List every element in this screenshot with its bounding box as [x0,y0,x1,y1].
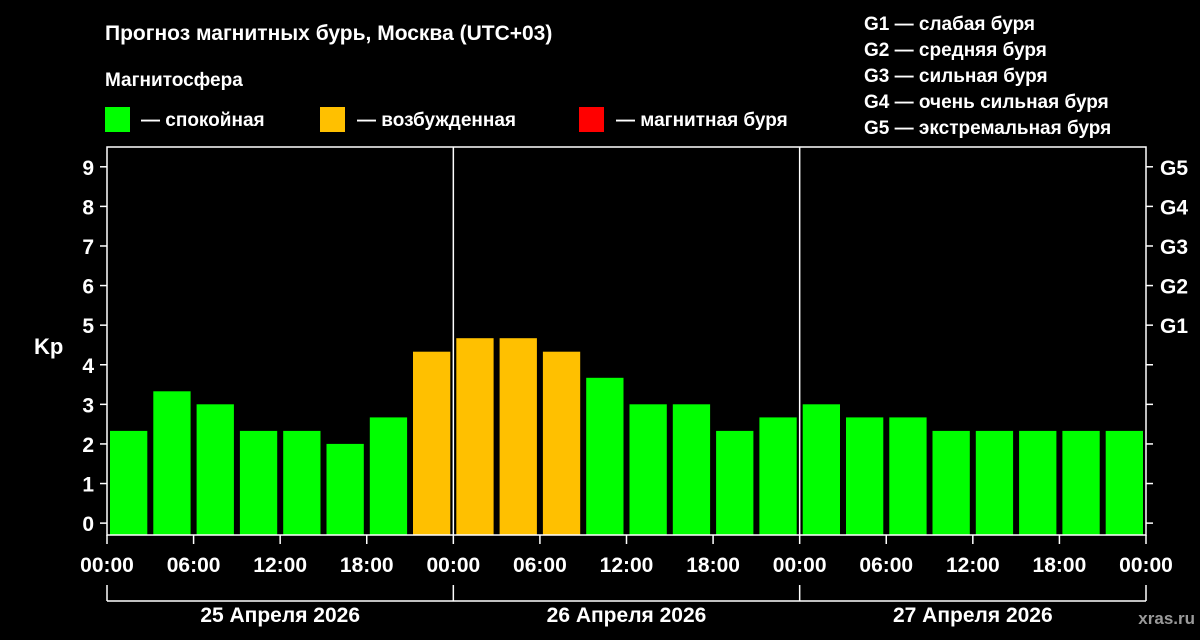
kp-bar [1062,430,1100,535]
kp-bar [932,430,970,535]
right-tick-label: G5 [1160,157,1188,180]
right-tick-label: G2 [1160,276,1188,299]
chart-title: Прогноз магнитных бурь, Москва (UTC+03) [105,22,552,45]
kp-bar [283,430,321,535]
y-tick-label: 4 [82,355,94,378]
y-axis-label: Kp [34,334,63,359]
storm-scale-g4: G4 — очень сильная буря [864,92,1109,113]
x-tick-label: 06:00 [513,554,567,577]
right-axis-ticks: G1 G2 G3 G4 G5 [1146,157,1188,524]
kp-bar [672,404,711,535]
x-tick-label: 18:00 [686,554,740,577]
storm-scale-g2: G2 — средняя буря [864,40,1047,61]
legend-heading: Магнитосфера [105,70,243,91]
legend-label-storm: — магнитная буря [616,110,788,131]
kp-bar [629,404,667,535]
storm-scale-g1: G1 — слабая буря [864,14,1035,35]
y-axis-ticks: 0 1 2 3 4 5 6 7 8 9 [82,157,107,536]
kp-bar [239,430,278,535]
right-tick-label: G3 [1160,236,1188,259]
x-axis-ticks: 00:00 06:00 12:00 18:00 00:00 06:00 12:00 18:00… [80,535,1173,577]
day-label: 25 Апреля 2026 [200,604,360,627]
x-tick-label: 12:00 [253,554,307,577]
kp-bar [802,404,840,535]
y-tick-label: 3 [82,394,94,417]
kp-bar [110,430,148,535]
kp-bar [196,404,234,535]
kp-bar [456,338,494,535]
watermark: xras.ru [1138,609,1195,628]
kp-bar [369,417,408,535]
y-tick-label: 8 [82,196,94,219]
kp-bar [413,351,451,535]
right-tick-label: G1 [1160,315,1188,338]
legend-swatch-active [320,107,345,132]
x-tick-label: 06:00 [859,554,913,577]
kp-bar [1105,430,1143,535]
y-tick-label: 0 [82,513,94,536]
kp-bar [586,377,624,535]
x-tick-label: 00:00 [773,554,827,577]
kp-bar [846,417,884,535]
day-label: 27 Апреля 2026 [893,604,1053,627]
y-tick-label: 9 [82,157,94,180]
storm-scale-g5: G5 — экстремальная буря [864,118,1111,139]
storm-scale-g3: G3 — сильная буря [864,66,1048,87]
legend-label-quiet: — спокойная [141,110,265,131]
storm-scale-list: G1 — слабая буря G2 — средняя буря G3 — … [864,14,1111,139]
kp-bar [153,391,191,535]
date-axis: 25 Апреля 2026 26 Апреля 2026 27 Апреля 20… [106,585,1147,627]
y-tick-label: 2 [82,434,94,457]
kp-bar [759,417,797,535]
legend-swatch-quiet [105,107,130,132]
x-tick-label: 12:00 [946,554,1000,577]
x-tick-label: 00:00 [426,554,480,577]
x-tick-label: 00:00 [80,554,134,577]
x-tick-label: 06:00 [167,554,221,577]
legend: — спокойная — возбужденная — магнитная б… [105,107,788,132]
y-tick-label: 7 [82,236,94,259]
y-tick-label: 1 [82,474,94,497]
legend-swatch-storm [579,107,604,132]
kp-bar [889,417,927,535]
legend-label-active: — возбужденная [357,110,516,131]
bars-layer [110,338,1143,535]
y-tick-label: 6 [82,276,94,299]
x-tick-label: 00:00 [1119,554,1173,577]
kp-bar [326,443,364,535]
kp-bar [975,430,1014,535]
y-tick-label: 5 [82,315,94,338]
kp-bar [716,430,754,535]
right-tick-label: G4 [1160,196,1188,219]
x-tick-label: 12:00 [600,554,654,577]
kp-bar [1019,430,1057,535]
day-label: 26 Апреля 2026 [547,604,707,627]
x-tick-label: 18:00 [1033,554,1087,577]
kp-bar [542,351,581,535]
x-tick-label: 18:00 [340,554,394,577]
kp-bar [499,338,537,535]
